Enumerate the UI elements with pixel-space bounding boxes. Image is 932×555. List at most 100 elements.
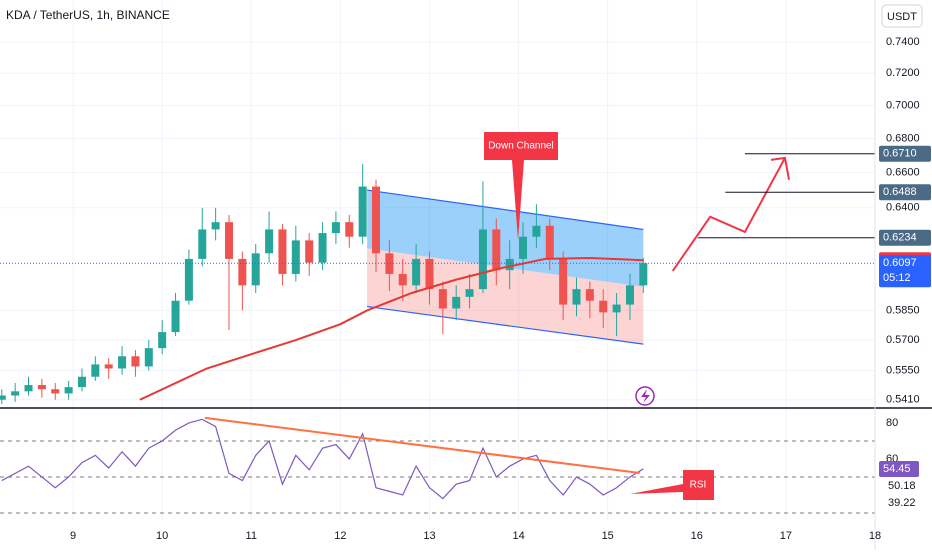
event-icon[interactable]: [635, 386, 655, 406]
rsi-level-label: 39.22: [888, 497, 916, 509]
candle-body: [318, 233, 327, 263]
candle-body: [519, 236, 528, 259]
candle-body: [625, 285, 634, 305]
candle-body: [639, 263, 648, 286]
x-tick-label: 10: [156, 530, 168, 542]
candle-body: [171, 300, 180, 333]
candle-body: [144, 348, 153, 367]
countdown: 05:12: [883, 272, 911, 284]
candle-body: [505, 258, 514, 271]
currency-box[interactable]: [881, 4, 923, 28]
y-tick-label: 0.5700: [886, 334, 920, 346]
y-tick-label: 0.7000: [886, 99, 920, 111]
y-tick-label: 0.7400: [886, 36, 920, 48]
candle-body: [452, 296, 461, 309]
candle-body: [238, 258, 247, 286]
annotation: Down Channel: [488, 141, 554, 152]
y-tick-label: 0.6400: [886, 202, 920, 214]
x-tick-label: 13: [423, 530, 435, 542]
candle-body: [425, 258, 434, 290]
candle-body: [0, 395, 6, 400]
x-tick-label: 12: [334, 530, 346, 542]
projection-arrowhead: [770, 156, 790, 181]
y-tick-label: 0.6600: [886, 167, 920, 179]
y-tick-label: 0.5410: [886, 394, 920, 406]
y-tick-label: 0.5850: [886, 304, 920, 316]
callout: [630, 470, 714, 500]
price-tag-label: 0.6488: [883, 186, 917, 198]
candle-body: [305, 240, 314, 263]
candle-body: [438, 289, 447, 309]
candle-body: [412, 258, 421, 286]
candle-body: [478, 229, 487, 290]
candle-body: [91, 364, 100, 377]
rsi-level-label: 50.18: [888, 480, 916, 492]
candle-body: [211, 222, 220, 230]
annotation: RSI: [690, 480, 707, 491]
channel-lower-zone: [367, 248, 644, 345]
event-icon-bolt: [641, 389, 650, 403]
candle-body: [198, 229, 207, 259]
rsi-value-label: 54.45: [883, 463, 911, 475]
candle-body: [251, 253, 260, 286]
x-tick-label: 17: [780, 530, 792, 542]
price-tag: [879, 145, 931, 162]
price-tag-label: 0.6234: [883, 232, 917, 244]
candle-body: [492, 229, 501, 271]
candle-body: [131, 356, 140, 367]
channel-line: [367, 305, 644, 345]
rsi-trendline: [204, 416, 640, 474]
candle-body: [585, 289, 594, 301]
candle-body: [51, 389, 60, 394]
candle-body: [37, 385, 46, 390]
moving-average: [139, 256, 644, 401]
candle-body: [599, 300, 608, 313]
price-tag: [879, 255, 931, 288]
candle-body: [224, 222, 233, 259]
projection: [671, 157, 786, 272]
channel-upper-zone: [367, 190, 644, 287]
currency: USDT: [887, 11, 917, 23]
y-tick-label: 0.7200: [886, 67, 920, 79]
candle-body: [545, 225, 554, 259]
candle-body: [11, 391, 20, 396]
candle-body: [331, 222, 340, 234]
candle-body: [265, 229, 274, 254]
rsi-value-tag: [879, 460, 919, 477]
x-tick-label: 9: [70, 530, 76, 542]
price-tag-label: 0.6097: [883, 257, 917, 269]
candle-body: [345, 222, 354, 237]
rsi-line: [1, 418, 644, 500]
callout: [484, 132, 558, 240]
candle-body: [358, 186, 367, 237]
x-tick-label: 16: [691, 530, 703, 542]
x-tick-label: 11: [246, 530, 257, 542]
candle-body: [291, 240, 300, 274]
candle-body: [372, 186, 381, 254]
candle-body: [559, 258, 568, 305]
candle-body: [24, 385, 33, 392]
candle-body: [184, 258, 193, 301]
price-tag-label: 0.6710: [883, 148, 917, 160]
candle-body: [572, 289, 581, 305]
price-tag: [879, 184, 931, 201]
candle-body: [104, 364, 113, 369]
candle-body: [385, 253, 394, 274]
candle-body: [278, 229, 287, 274]
y-tick-label: 0.5550: [886, 364, 920, 376]
candle-body: [465, 289, 474, 297]
candle-body: [118, 356, 127, 369]
x-tick-label: 15: [602, 530, 614, 542]
x-tick-label: 14: [512, 530, 524, 542]
candle-body: [612, 304, 621, 313]
candle-body: [158, 332, 167, 349]
candle-body: [532, 225, 541, 237]
y-tick-label: 80: [886, 417, 898, 429]
price-tag: [879, 229, 931, 246]
candle-body: [398, 273, 407, 286]
channel-line: [367, 189, 644, 231]
y-tick-label: 0.6800: [886, 132, 920, 144]
candle-body: [64, 387, 73, 394]
